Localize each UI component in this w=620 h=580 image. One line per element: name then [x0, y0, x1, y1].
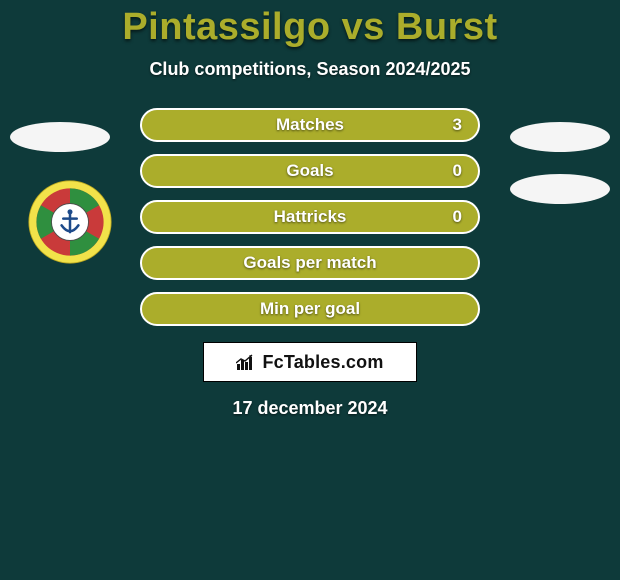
stat-value: 3: [453, 115, 462, 135]
player-photo-placeholder-left: [10, 122, 110, 152]
source-logo: FcTables.com: [203, 342, 417, 382]
stat-label: Goals: [286, 161, 333, 181]
stat-label: Hattricks: [274, 207, 347, 227]
club-badge-svg: [28, 180, 112, 264]
stat-value: 0: [453, 161, 462, 181]
page-title: Pintassilgo vs Burst: [0, 0, 620, 49]
stat-row-matches: Matches 3: [140, 108, 480, 142]
stats-list: Matches 3 Goals 0 Hattricks 0 Goals per …: [140, 108, 480, 326]
stat-row-goals: Goals 0: [140, 154, 480, 188]
subtitle: Club competitions, Season 2024/2025: [0, 59, 620, 80]
stat-value: 0: [453, 207, 462, 227]
bar-chart-icon: [236, 354, 256, 370]
stat-label: Min per goal: [260, 299, 360, 319]
stat-row-goals-per-match: Goals per match: [140, 246, 480, 280]
source-logo-text: FcTables.com: [262, 352, 383, 373]
date-label: 17 december 2024: [0, 398, 620, 419]
stat-label: Matches: [276, 115, 344, 135]
comparison-card: Pintassilgo vs Burst Club competitions, …: [0, 0, 620, 580]
stat-row-hattricks: Hattricks 0: [140, 200, 480, 234]
stat-row-min-per-goal: Min per goal: [140, 292, 480, 326]
player-photo-placeholder-right-2: [510, 174, 610, 204]
stat-label: Goals per match: [243, 253, 376, 273]
player-photo-placeholder-right-1: [510, 122, 610, 152]
club-badge: [28, 180, 112, 264]
